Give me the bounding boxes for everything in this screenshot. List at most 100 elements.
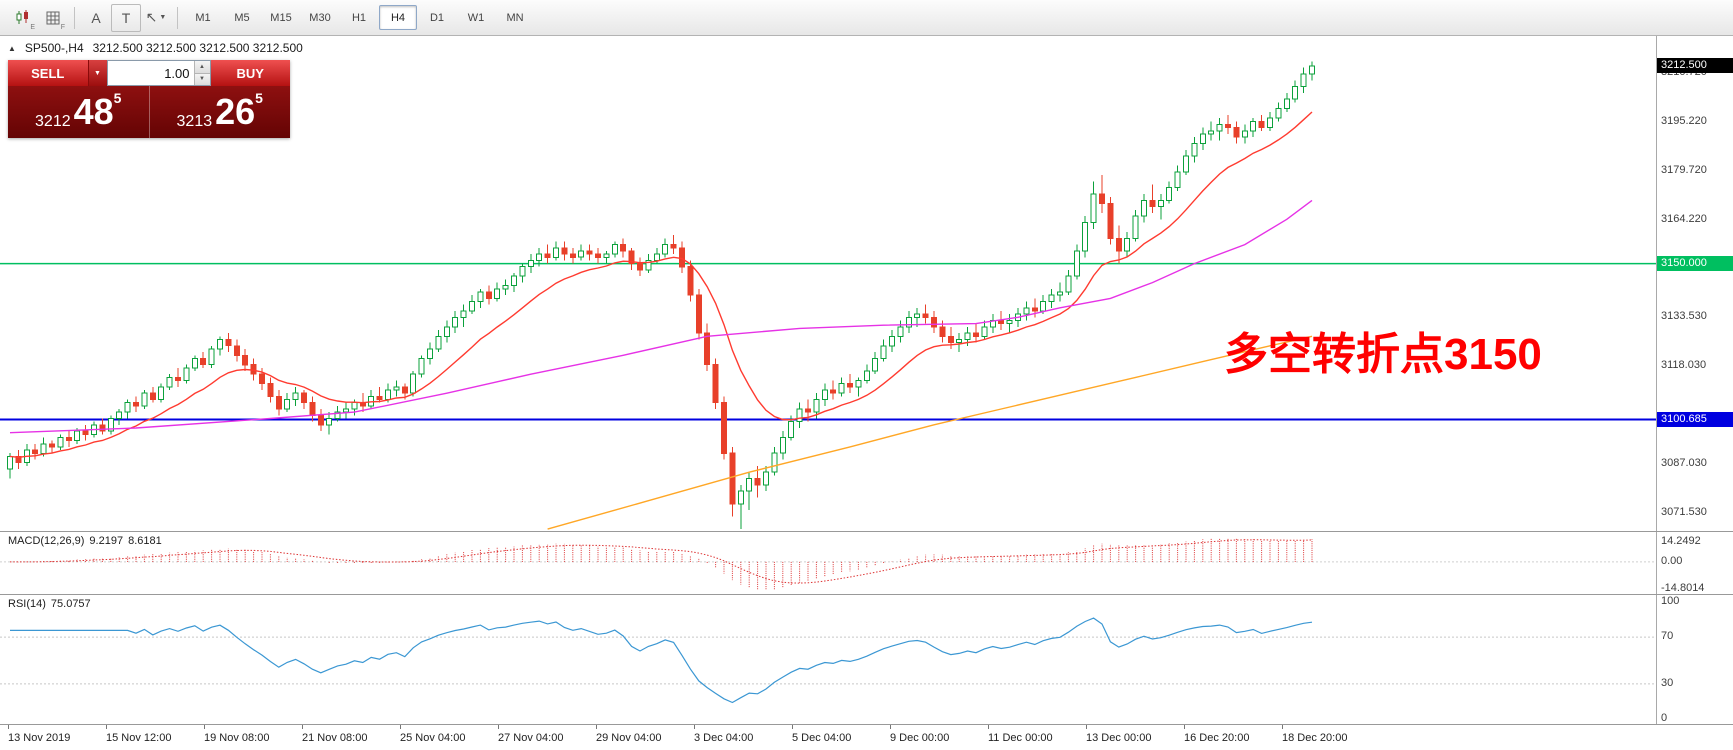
macd-chart [0,538,1656,590]
buy-price-big: 26 [215,91,256,132]
macd-axis: 14.2492 0.00 -14.8014 [1656,532,1733,594]
time-tick [106,725,107,729]
sell-options-caret[interactable]: ▼ [87,60,107,86]
candles-glyph [16,10,28,24]
rsi-axis-30: 30 [1661,676,1674,689]
time-axis-label: 19 Nov 08:00 [204,732,270,744]
time-axis-label: 15 Nov 12:00 [106,732,172,744]
textbox-tool-icon[interactable]: T [111,3,141,32]
time-axis-label: 21 Nov 08:00 [302,732,368,744]
timeframe-button-h1[interactable]: H1 [351,11,367,24]
time-axis-label: 3 Dec 04:00 [694,732,754,744]
price-tick-label: 3118.030 [1661,358,1707,371]
timeframe-button-m30[interactable]: M30 [309,11,331,24]
rsi-value: 75.0757 [50,598,91,610]
buy-quote[interactable]: 3213 26 5 [150,86,291,138]
volume-increase-button[interactable]: ▲ [194,61,210,74]
timeframe-button-m1[interactable]: M1 [195,11,211,24]
rsi-label: RSI(14) 75.0757 [8,598,96,610]
volume-spinner: ▲ ▼ [193,61,210,85]
caret-down-icon: ▼ [159,14,167,21]
time-tick [1086,725,1087,729]
time-tick [694,725,695,729]
time-axis-label: 18 Dec 20:00 [1282,732,1348,744]
ohlc-readout: 3212.500 3212.500 3212.500 3212.500 [92,41,303,55]
buy-button[interactable]: BUY [210,60,290,86]
collapse-icon[interactable]: ▲ [8,43,16,53]
macd-title: MACD(12,26,9) [8,535,85,547]
timeframe-button-d1[interactable]: D1 [429,11,445,24]
price-tick-label: 3133.530 [1661,309,1707,322]
toolbar-separator [74,6,75,29]
rsi-axis-100: 100 [1661,595,1680,607]
time-tick [1282,725,1283,729]
macd-label: MACD(12,26,9) 9.2197 8.6181 [8,535,167,547]
arrow-glyph: ↖ [145,9,158,25]
sell-price-big: 48 [73,91,114,132]
sub-label: E [30,23,35,31]
rsi-panel[interactable]: RSI(14) 75.0757 100 70 30 0 [0,594,1733,724]
quote-display: 3212 48 5 3213 26 5 [8,86,290,138]
letter-a-glyph: A [91,9,101,26]
time-tick [596,725,597,729]
volume-box: ▲ ▼ [106,60,211,86]
price-tick-label: 3087.030 [1661,456,1707,469]
time-tick [8,725,9,729]
time-tick [792,725,793,729]
hline-3150-label: 3150.000 [1657,255,1733,271]
rsi-axis: 100 70 30 0 [1656,595,1733,724]
symbol-period-label: SP500-,H4 [24,41,84,55]
volume-input[interactable] [107,61,194,85]
rsi-chart [0,617,1656,704]
macd-value-signal: 8.6181 [128,535,162,547]
sell-button[interactable]: SELL [8,60,88,86]
chart-window: ▲ SP500-,H4 3212.500 3212.500 3212.500 3… [0,36,1733,531]
buy-price-prefix: 3213 [176,113,213,130]
macd-value-main: 9.2197 [89,535,124,547]
sell-quote[interactable]: 3212 48 5 [8,86,149,138]
rsi-axis-70: 70 [1661,630,1674,643]
volume-decrease-button[interactable]: ▼ [194,73,210,85]
price-tick-label: 3164.220 [1661,212,1707,225]
time-axis-label: 25 Nov 04:00 [400,732,466,744]
macd-panel[interactable]: MACD(12,26,9) 9.2197 8.6181 14.2492 0.00 -… [0,531,1733,594]
time-axis-label: 29 Nov 04:00 [596,732,662,744]
time-tick [498,725,499,729]
time-tick [1184,725,1185,729]
buy-price-sup: 5 [255,90,263,106]
timeframe-button-h4[interactable]: H4 [379,5,417,30]
grid-icon[interactable]: F [38,4,68,32]
candlestick-chart [0,61,1656,530]
timeframe-button-m15[interactable]: M15 [270,11,292,24]
toolbar: E F A T ↖ ▼ M1 M5 M15 M30 H1 H4 D1 W1 MN [0,0,1733,36]
price-tick-label: 3179.720 [1661,163,1707,176]
time-tick [890,725,891,729]
caret-down-icon: ▼ [94,69,101,77]
time-axis-label: 5 Dec 04:00 [792,732,852,744]
rsi-title: RSI(14) [8,598,46,610]
main-price-axis[interactable]: 3212.500 3150.000 3100.685 3210.7203195.… [1656,36,1733,531]
time-axis-label: 9 Dec 00:00 [890,732,950,744]
sell-price-prefix: 3212 [35,113,71,130]
time-axis-label: 11 Dec 00:00 [988,732,1053,744]
timeframe-button-m5[interactable]: M5 [234,11,250,24]
quote-divider [148,86,150,138]
chart-candles-icon[interactable]: E [8,4,38,32]
timeframe-button-mn[interactable]: MN [506,11,524,24]
price-tick-label: 3195.220 [1661,114,1707,127]
hline-3100-label: 3100.685 [1657,411,1733,427]
cursor-tool-icon[interactable]: ↖ ▼ [141,4,171,32]
timeframe-group: M1 M5 M15 M30 H1 H4 D1 W1 MN [184,5,534,30]
main-chart-plot[interactable]: ▲ SP500-,H4 3212.500 3212.500 3212.500 3… [0,36,1656,531]
current-price-label: 3212.500 [1657,58,1733,73]
time-tick [204,725,205,729]
text-tool-icon[interactable]: A [81,4,111,32]
chart-header: ▲ SP500-,H4 3212.500 3212.500 3212.500 3… [8,41,303,55]
timeframe-button-w1[interactable]: W1 [467,11,485,24]
time-axis[interactable]: 13 Nov 2019 15 Nov 12:00 19 Nov 08:00 21 No… [0,724,1733,750]
rsi-axis-0: 0 [1661,712,1668,724]
time-tick [400,725,401,729]
time-tick [988,725,989,729]
time-axis-label: 13 Dec 00:00 [1086,732,1152,744]
